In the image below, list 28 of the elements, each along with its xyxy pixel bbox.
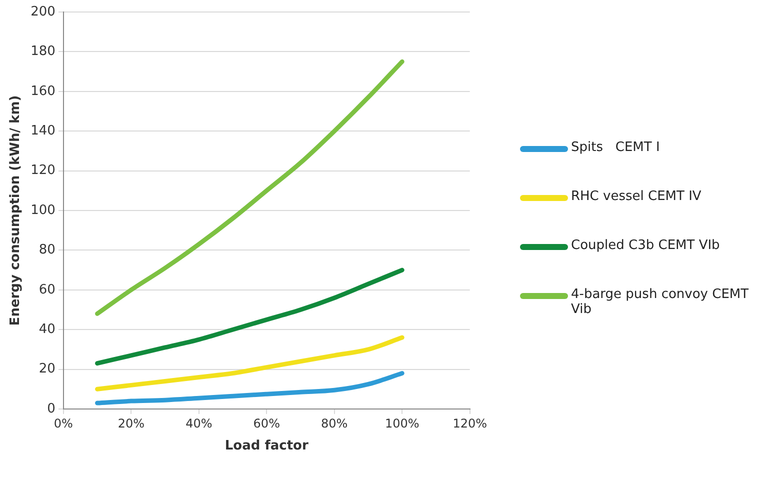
- x-tick-label: 40%: [186, 416, 212, 430]
- legend-label: 4-barge push convoy CEMT Vib: [571, 287, 750, 317]
- y-tick-label: 40: [38, 322, 56, 337]
- y-tick-label: 160: [30, 84, 56, 99]
- line-series: [95, 371, 404, 406]
- y-axis-title: Energy consumption (kWh/ km): [8, 95, 24, 326]
- y-tick-label: 200: [30, 4, 56, 20]
- y-tick-label: 180: [30, 44, 56, 60]
- y-tick-label: 120: [30, 163, 56, 178]
- legend-label: Spits CEMT I: [571, 140, 661, 155]
- y-tick-label: 20: [38, 362, 56, 377]
- x-tick-label: 120%: [452, 416, 488, 430]
- line-series: [95, 335, 404, 392]
- x-tick-label: 20%: [118, 416, 144, 430]
- y-tick-label: 0: [47, 401, 56, 416]
- legend-label: Coupled C3b CEMT VIb: [571, 238, 721, 253]
- y-tick-label: 140: [30, 123, 56, 138]
- y-tick-label: 60: [38, 282, 56, 298]
- x-tick-label: 0%: [54, 416, 73, 430]
- line-series: [95, 268, 404, 366]
- y-tick-label: 80: [38, 242, 56, 258]
- x-tick-label: 100%: [384, 416, 420, 430]
- x-tick-label: 60%: [253, 416, 280, 430]
- x-axis-title: Load factor: [224, 438, 309, 454]
- legend-label: RHC vessel CEMT IV: [571, 189, 702, 204]
- x-tick-label: 80%: [321, 416, 348, 430]
- y-tick-label: 100: [30, 202, 56, 218]
- line-series: [95, 59, 404, 316]
